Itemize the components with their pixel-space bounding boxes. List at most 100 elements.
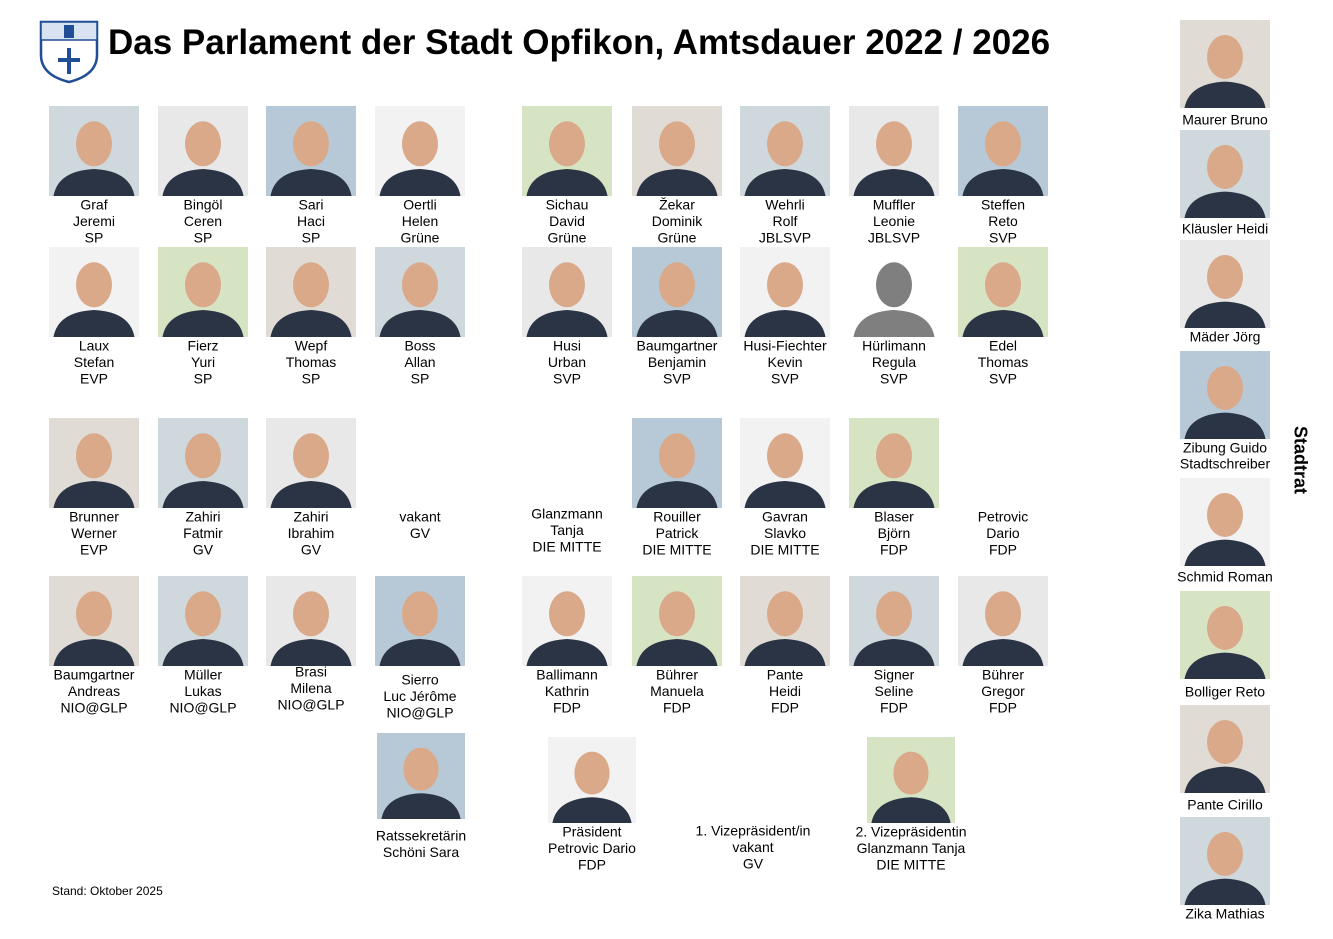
logo (39, 20, 99, 84)
name-line: Žekar (659, 197, 695, 213)
name-line: Maurer Bruno (1182, 112, 1268, 128)
photo-body (962, 169, 1044, 196)
photo-body (853, 481, 935, 508)
name-line: Bolliger Reto (1185, 684, 1265, 700)
name-line: Ceren (184, 213, 222, 229)
name-line: GV (193, 542, 214, 558)
photo-body (1184, 301, 1266, 328)
name-line: Gregor (981, 683, 1025, 699)
portrait-photo (266, 106, 356, 196)
portrait-photo (49, 576, 139, 666)
photo-head (985, 121, 1021, 167)
photo-head (767, 433, 803, 479)
photo-head (1207, 34, 1243, 79)
photo-body (381, 793, 461, 819)
name-line: Werner (71, 525, 117, 541)
portrait-photo (548, 737, 636, 823)
footer-date: Stand: Oktober 2025 (52, 884, 163, 898)
name-line: David (549, 213, 585, 229)
name-line: Tanja (550, 522, 584, 538)
portrait-photo (266, 418, 356, 508)
name-line: Sari (299, 197, 324, 213)
name-line: NIO@GLP (169, 700, 236, 716)
name-line: Brunner (69, 509, 119, 525)
photo-body (853, 169, 935, 196)
name-line: Yuri (191, 354, 215, 370)
name-line: Regula (872, 354, 917, 370)
name-line: Grüne (548, 230, 587, 246)
name-line: Patrick (656, 525, 700, 541)
name-line: SVP (880, 371, 908, 387)
name-line: Bingöl (184, 197, 223, 213)
photo-head (402, 262, 438, 308)
name-line: Milena (290, 680, 331, 696)
name-line: Stadtschreiber (1180, 456, 1271, 472)
photo-body (53, 169, 135, 196)
photo-head (1207, 831, 1243, 876)
photo-body (270, 169, 352, 196)
name-line: FDP (989, 542, 1017, 558)
photo-body (853, 639, 935, 666)
name-line: Petrovic Dario (548, 840, 636, 856)
photo-head (185, 591, 221, 637)
photo-body (1184, 539, 1266, 566)
name-line: Jeremi (73, 213, 115, 229)
photo-body (744, 481, 826, 508)
photo-body (270, 310, 352, 337)
name-line: SP (302, 230, 321, 246)
portrait-photo (867, 737, 955, 823)
portrait-photo (158, 106, 248, 196)
photo-head (876, 121, 912, 167)
photo-head (876, 262, 912, 308)
name-line: DIE MITTE (642, 542, 711, 558)
portrait-photo (375, 106, 465, 196)
council-label: Stadtrat (1290, 426, 1310, 494)
name-line: FDP (578, 857, 606, 873)
photo-body (526, 169, 608, 196)
photo-head (185, 433, 221, 479)
photo-body (853, 310, 935, 337)
photo-body (162, 169, 244, 196)
name-line: DIE MITTE (750, 542, 819, 558)
name-line: Wehrli (765, 197, 804, 213)
name-line: Allan (404, 354, 435, 370)
name-line: Benjamin (648, 354, 706, 370)
name-line: FDP (880, 700, 908, 716)
photo-body (270, 481, 352, 508)
name-line: SVP (989, 371, 1017, 387)
name-line: 1. Vizepräsident/in (696, 823, 811, 839)
name-line: SVP (553, 371, 581, 387)
photo-body (270, 639, 352, 666)
name-line: Grüne (401, 230, 440, 246)
name-line: Schmid Roman (1177, 569, 1273, 585)
portrait-photo (375, 247, 465, 337)
photo-head (659, 591, 695, 637)
name-line: Fatmir (183, 525, 223, 541)
photo-head (402, 121, 438, 167)
photo-body (53, 639, 135, 666)
portrait-photo (740, 418, 830, 508)
name-line: SP (194, 230, 213, 246)
photo-body (962, 310, 1044, 337)
name-line: Thomas (978, 354, 1029, 370)
portrait-photo (158, 247, 248, 337)
name-line: Schöni Sara (383, 844, 459, 860)
photo-head (893, 751, 929, 795)
name-line: GV (743, 856, 764, 872)
photo-body (744, 169, 826, 196)
name-line: SVP (771, 371, 799, 387)
name-line: Helen (402, 213, 439, 229)
page-title: Das Parlament der Stadt Opfikon, Amtsdau… (108, 23, 1050, 62)
name-line: Müller (184, 667, 222, 683)
photo-body (53, 310, 135, 337)
name-line: Blaser (874, 509, 914, 525)
portrait-photo (958, 247, 1048, 337)
portrait-photo (1180, 817, 1270, 905)
name-line: Baumgartner (54, 667, 135, 683)
photo-head (549, 262, 585, 308)
name-line: Muffler (873, 197, 916, 213)
name-line: Hürlimann (862, 338, 926, 354)
name-line: Pante (767, 667, 804, 683)
photo-head (985, 591, 1021, 637)
name-line: Urban (548, 354, 586, 370)
